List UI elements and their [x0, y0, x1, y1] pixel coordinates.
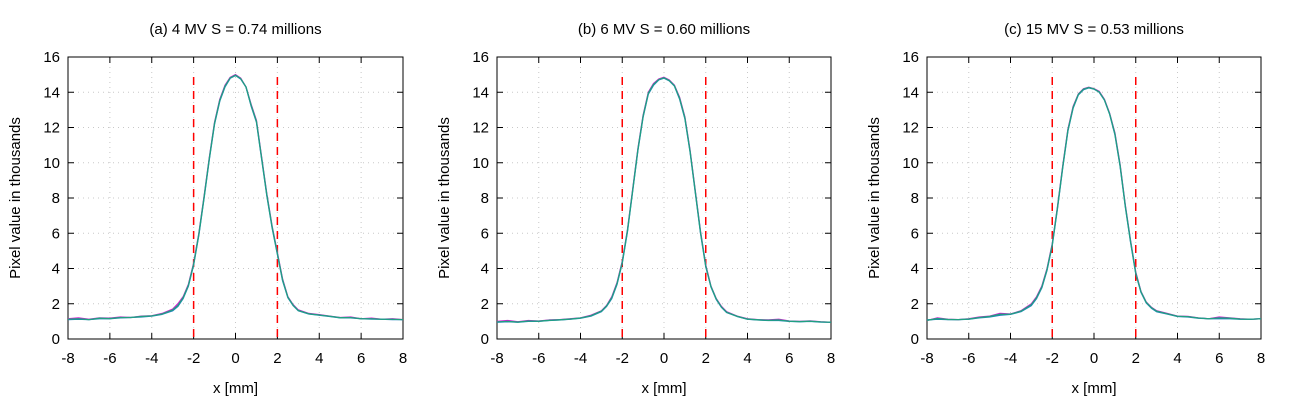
chart-panel-0: -8 -6 -4 -2 0 2 4 6 8 0 2 4 6 8 10 12 14 16 (a) 4 MV S = 0… [7, 21, 407, 397]
series-line-2 [67, 74, 404, 321]
y-tick-label: 14 [472, 84, 489, 101]
y-tick-label: 0 [481, 331, 489, 348]
y-axis-label: Pixel value in thousands [436, 117, 453, 279]
chart-panel-1: -8 -6 -4 -2 0 2 4 6 8 0 2 4 6 8 10 12 14 16 (b) 6 MV S = 0… [436, 21, 835, 397]
x-tick-label: 0 [660, 350, 668, 367]
x-tick-label: 8 [399, 350, 407, 367]
x-tick-label: 4 [743, 350, 751, 367]
y-tick-label: 8 [911, 190, 919, 207]
x-axis-label: x [mm] [213, 380, 258, 397]
x-axis-label: x [mm] [1072, 380, 1117, 397]
x-tick-label: 8 [827, 350, 835, 367]
y-tick-label: 2 [911, 296, 919, 313]
y-tick-label: 16 [43, 49, 60, 66]
y-tick-label: 16 [472, 49, 489, 66]
y-tick-label: 16 [902, 49, 919, 66]
y-tick-label: 10 [43, 155, 60, 172]
x-tick-label: -4 [1004, 350, 1017, 367]
x-tick-label: 4 [315, 350, 323, 367]
y-tick-label: 0 [52, 331, 60, 348]
y-axis-label: Pixel value in thousands [7, 117, 24, 279]
y-axis-label: Pixel value in thousands [866, 117, 883, 279]
y-tick-label: 6 [911, 225, 919, 242]
y-tick-label: 12 [472, 120, 489, 137]
x-tick-label: 4 [1173, 350, 1181, 367]
x-tick-label: -8 [920, 350, 933, 367]
x-tick-label: 6 [357, 350, 365, 367]
x-tick-label: -2 [616, 350, 629, 367]
x-tick-label: 2 [1132, 350, 1140, 367]
x-tick-label: -6 [532, 350, 545, 367]
y-tick-label: 10 [472, 155, 489, 172]
y-tick-label: 4 [481, 261, 489, 278]
chart-panel-2: -8 -6 -4 -2 0 2 4 6 8 0 2 4 6 8 10 12 14 16 (c) 15 MV S = … [866, 21, 1265, 397]
x-tick-label: -6 [103, 350, 116, 367]
y-tick-label: 6 [52, 225, 60, 242]
y-tick-label: 2 [52, 296, 60, 313]
x-tick-label: -2 [187, 350, 200, 367]
x-tick-label: -8 [61, 350, 74, 367]
series-line-2 [496, 77, 832, 323]
chart-title: (c) 15 MV S = 0.53 millions [1004, 21, 1184, 38]
x-tick-label: 0 [1090, 350, 1098, 367]
y-tick-label: 8 [481, 190, 489, 207]
series-line-2 [926, 86, 1262, 321]
x-tick-label: 8 [1257, 350, 1265, 367]
x-tick-label: -6 [962, 350, 975, 367]
chart-title: (b) 6 MV S = 0.60 millions [578, 21, 750, 38]
series-line-1 [496, 77, 832, 323]
series-line-0 [496, 76, 832, 323]
x-tick-label: 2 [702, 350, 710, 367]
y-tick-label: 6 [481, 225, 489, 242]
x-tick-label: 2 [273, 350, 281, 367]
x-tick-label: -2 [1046, 350, 1059, 367]
y-tick-label: 4 [911, 261, 919, 278]
x-tick-label: -4 [145, 350, 158, 367]
x-axis-label: x [mm] [642, 380, 687, 397]
x-tick-label: 0 [231, 350, 239, 367]
y-tick-label: 14 [902, 84, 919, 101]
chart-title: (a) 4 MV S = 0.74 millions [149, 21, 321, 38]
y-tick-label: 2 [481, 296, 489, 313]
x-tick-label: 6 [1215, 350, 1223, 367]
y-tick-label: 8 [52, 190, 60, 207]
y-tick-label: 0 [911, 331, 919, 348]
x-tick-label: -8 [490, 350, 503, 367]
y-tick-label: 12 [902, 120, 919, 137]
x-tick-label: 6 [785, 350, 793, 367]
y-tick-label: 10 [902, 155, 919, 172]
y-tick-label: 14 [43, 84, 60, 101]
y-tick-label: 12 [43, 120, 60, 137]
y-tick-label: 4 [52, 261, 60, 278]
x-tick-label: -4 [574, 350, 587, 367]
